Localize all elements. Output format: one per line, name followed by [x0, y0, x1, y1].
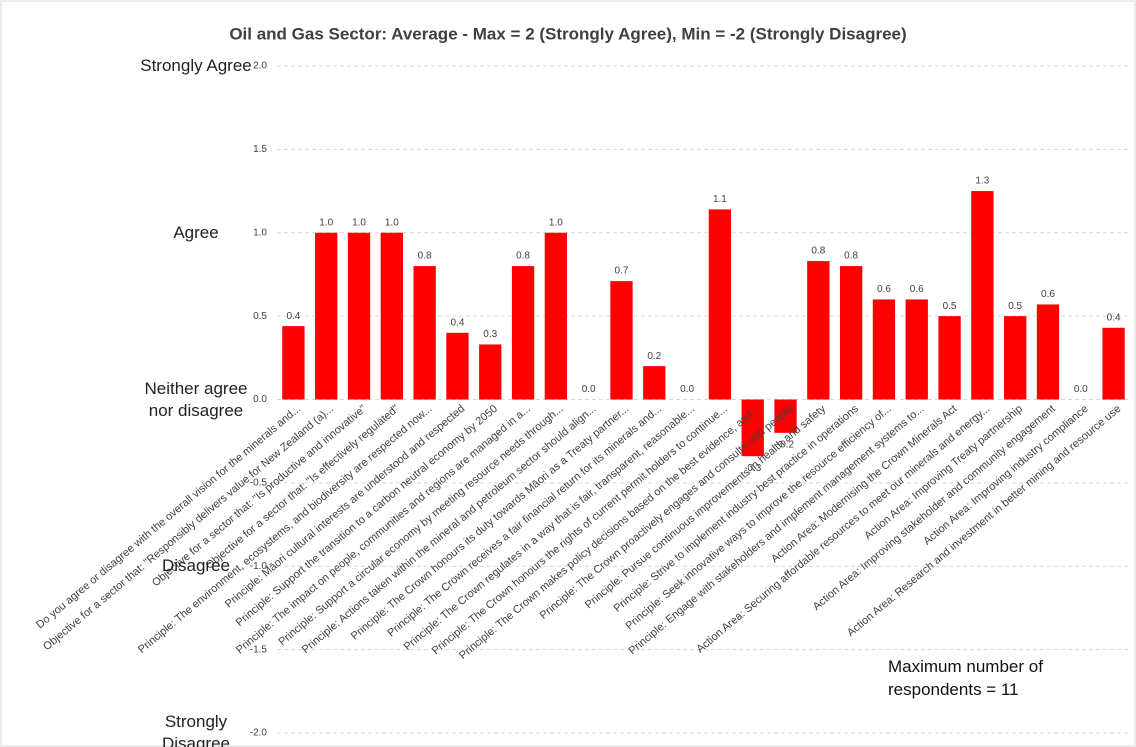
- bar: [315, 232, 338, 400]
- value-label: 0.6: [910, 284, 924, 295]
- y-tick-label: 0.5: [253, 311, 267, 322]
- value-label: -0.3: [744, 463, 762, 474]
- value-label: 0.6: [1041, 289, 1055, 300]
- bar: [1004, 316, 1027, 400]
- value-label: -0.2: [777, 439, 795, 450]
- value-label: 1.0: [549, 217, 563, 228]
- axis-level-label: Neither agree nor disagree: [144, 378, 248, 420]
- bar: [1036, 304, 1060, 400]
- value-label: 0.0: [1074, 384, 1088, 395]
- bar: [282, 326, 305, 400]
- bar: [643, 366, 666, 400]
- value-label: 0.4: [286, 311, 300, 322]
- chart-title: Oil and Gas Sector: Average - Max = 2 (S…: [229, 24, 906, 43]
- value-label: 1.0: [319, 217, 333, 228]
- x-tick-label: Principle: Strive to implement industry …: [612, 403, 862, 615]
- bar: [807, 261, 830, 400]
- bar: [380, 232, 403, 400]
- value-label: 0.5: [943, 301, 957, 312]
- bar: [479, 344, 502, 400]
- y-tick-label: -1.0: [250, 561, 268, 572]
- value-label: 0.4: [1107, 312, 1121, 323]
- bar: [1102, 327, 1125, 400]
- y-tick-label: 2.0: [253, 61, 267, 72]
- axis-level-label: Strongly Disagree: [161, 712, 231, 747]
- bar: [347, 232, 371, 400]
- bar: [544, 232, 568, 400]
- axis-level-label: Disagree: [161, 556, 231, 576]
- y-tick-label: 0.0: [253, 394, 267, 405]
- annotation: Maximum number of respondents = 11: [888, 657, 1043, 699]
- value-label: 1.1: [713, 194, 727, 205]
- y-tick-label: -1.5: [250, 644, 268, 655]
- value-label: 0.8: [516, 251, 530, 262]
- value-label: 0.0: [582, 384, 596, 395]
- value-label: 0.7: [615, 266, 629, 277]
- y-tick-label: 1.0: [253, 227, 267, 238]
- bar: [905, 299, 928, 400]
- value-label: 0.8: [418, 251, 432, 262]
- bar: [446, 332, 469, 400]
- bar: [938, 316, 961, 400]
- value-label: 0.8: [844, 251, 858, 262]
- y-tick-label: -0.5: [250, 478, 268, 489]
- y-tick-label: 1.5: [253, 144, 267, 155]
- axis-level-label: Strongly Agree: [140, 56, 252, 75]
- value-label: 0.6: [877, 284, 891, 295]
- bar: [741, 399, 764, 457]
- bar: [511, 266, 535, 400]
- value-label: 0.8: [811, 246, 825, 257]
- value-label: 1.3: [975, 176, 989, 187]
- bar: [413, 266, 436, 400]
- value-label: 0.2: [647, 351, 661, 362]
- y-tick-label: -2.0: [250, 728, 268, 739]
- bar: [610, 281, 633, 400]
- value-label: 0.0: [680, 384, 694, 395]
- bar: [708, 209, 732, 400]
- value-label: 1.0: [352, 217, 366, 228]
- bar: [872, 299, 896, 400]
- axis-level-label: Agree: [173, 222, 219, 242]
- bar: [971, 191, 994, 400]
- bar: [839, 266, 863, 400]
- value-label: 1.0: [385, 217, 399, 228]
- value-label: 0.4: [450, 317, 464, 328]
- value-label: 0.5: [1008, 301, 1022, 312]
- value-label: 0.3: [483, 329, 497, 340]
- bar: [774, 399, 797, 433]
